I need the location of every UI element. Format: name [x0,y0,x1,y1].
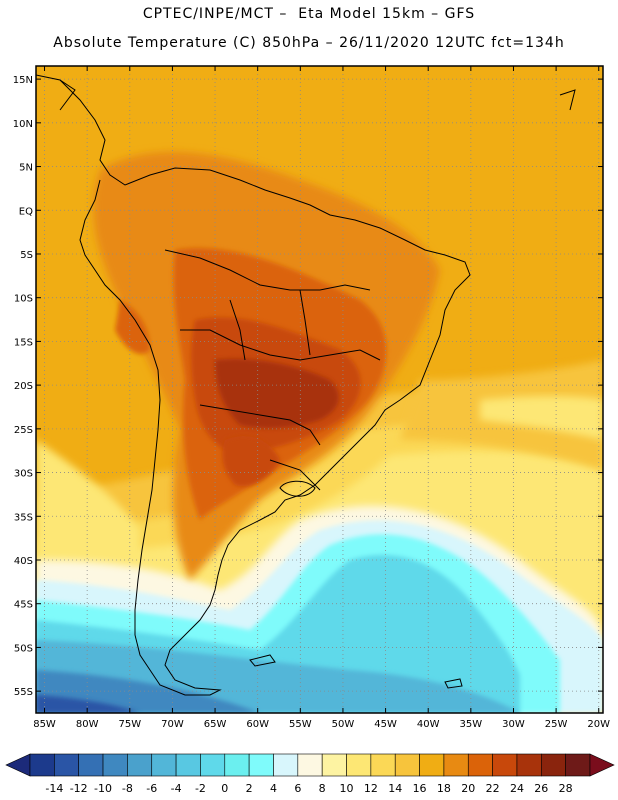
colorbar-swatch [151,753,177,777]
colorbar-swatch [175,753,201,777]
graticule [36,66,603,713]
colorbar-swatch [78,753,104,777]
lon-tick-label: 80W [76,719,99,730]
colorbar-label: 24 [510,782,524,795]
lat-tick-label: 25S [14,425,33,436]
colorbar-swatch [443,753,469,777]
lat-tick-label: 35S [14,512,33,523]
lat-tick-label: 30S [14,469,33,480]
map-title-line2: Absolute Temperature (C) 850hPa – 26/11/… [53,35,565,51]
colorbar-label: 26 [534,782,548,795]
lon-tick-label: 35W [460,719,483,730]
colorbar-label: 28 [559,782,573,795]
colorbar-swatch [248,753,274,777]
colorbar-swatch [467,753,493,777]
colorbar-swatch [273,753,299,777]
map-frame [35,65,604,714]
colorbar-swatch [102,753,128,777]
colorbar-label: 0 [221,782,228,795]
lon-tick-label: 30W [502,719,525,730]
temperature-field [36,66,603,713]
map-title-line1: CPTEC/INPE/MCT – Eta Model 15km – GFS [142,6,476,22]
colorbar-swatch [54,753,79,777]
lon-tick-label: 70W [161,719,184,730]
colorbar-swatch [419,753,445,777]
lat-tick-label: 20S [14,381,33,392]
latitude-axis: 15N 10N 5N EQ 5S 10S 15S 20S 25S 30S 35S 40S 45S 50S 5… [13,75,603,698]
colorbar-label: 2 [246,782,253,795]
colorbar-label: -4 [171,782,182,795]
colorbar-swatch [516,753,542,777]
lat-tick-label: 5S [20,250,33,261]
colorbar-label: 18 [437,782,451,795]
lat-tick-label: 40S [14,556,33,567]
lon-tick-label: 25W [545,719,568,730]
colorbar-swatch [492,753,518,777]
colorbar-label: 22 [486,782,500,795]
lon-tick-label: 55W [289,719,312,730]
lat-tick-label: 55S [14,687,33,698]
colorbar-high-arrow [589,753,615,777]
colorbar-low-arrow [5,753,31,777]
colorbar-label: -14 [45,782,63,795]
colorbar-swatch [127,753,153,777]
colorbar-swatch [394,753,420,777]
lon-tick-label: 50W [332,719,355,730]
colorbar-swatch [29,753,55,777]
lat-tick-label: 15N [13,75,33,86]
lat-tick-label: 45S [14,600,33,611]
lon-tick-label: 75W [118,719,141,730]
colorbar-label: 12 [364,782,378,795]
colorbar-label: 20 [461,782,475,795]
colorbar-swatch [565,753,591,777]
colorbar-label: -2 [195,782,206,795]
colorbar-label: -6 [146,782,157,795]
lon-tick-label: 20W [587,719,610,730]
lat-tick-label: 5N [19,163,33,174]
lat-tick-label: 50S [14,643,33,654]
lon-tick-label: 60W [246,719,269,730]
colorbar-swatch [370,753,396,777]
colorbar-label: 4 [270,782,277,795]
colorbar-label: -12 [70,782,88,795]
lon-tick-label: 40W [417,719,440,730]
longitude-axis: 85W 80W 75W 70W 65W 60W 55W 50W 45W 40W 35W 30W 25W 2… [33,66,610,730]
lon-tick-label: 65W [204,719,227,730]
coastlines-and-borders [36,74,576,696]
colorbar-swatch [321,753,347,777]
colorbar-swatch [346,753,372,777]
colorbar-swatch [297,753,323,777]
colorbar-label: -8 [122,782,133,795]
colorbar-label: 16 [413,782,427,795]
lat-tick-label: EQ [19,206,33,217]
lat-tick-label: 10N [13,119,33,130]
temperature-colorbar: -14 -12 -10 -8 -6 -4 -2 0 2 4 6 8 10 12 14 16 18 20 22 24 26… [5,753,615,795]
lat-tick-label: 15S [14,337,33,348]
colorbar-label: 14 [388,782,402,795]
lon-tick-label: 45W [374,719,397,730]
colorbar-swatch [541,753,566,777]
lon-tick-label: 85W [33,719,56,730]
colorbar-label: 10 [340,782,354,795]
lat-tick-label: 10S [14,294,33,305]
colorbar-label: 8 [319,782,326,795]
colorbar-swatch [224,753,250,777]
colorbar-label: -10 [94,782,112,795]
colorbar-swatch [200,753,226,777]
colorbar-label: 6 [294,782,301,795]
